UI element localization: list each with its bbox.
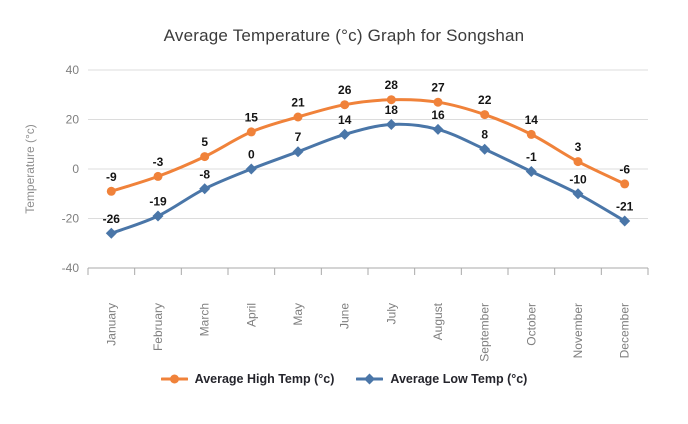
data-label: 8	[481, 128, 488, 142]
circle-marker	[526, 129, 536, 139]
series-line	[109, 122, 627, 235]
x-tick-labels: January February March April May June July Augu…	[104, 302, 631, 361]
x-tick-label-november: November	[571, 303, 585, 358]
circle-marker	[246, 127, 256, 137]
x-tick-label-september: September	[478, 303, 492, 362]
data-label: -26	[103, 212, 121, 226]
legend-item-average-high-temp-c: Average High Temp (°c)	[160, 372, 335, 386]
data-label: 28	[385, 78, 399, 92]
legend-label: Average High Temp (°c)	[194, 372, 335, 386]
diamond-marker	[432, 123, 444, 135]
x-tick-label-february: February	[151, 303, 165, 351]
circle-marker	[620, 179, 630, 189]
data-label: -19	[149, 195, 167, 209]
gridlines	[88, 69, 648, 219]
legend-item-average-low-temp-c: Average Low Temp (°c)	[356, 372, 527, 386]
circle-marker	[293, 112, 303, 122]
y-tick-label: 20	[66, 113, 80, 127]
series-average-low-temp-c	[105, 119, 631, 239]
circle-marker	[340, 100, 350, 110]
diamond-marker	[525, 166, 537, 177]
circle-marker	[106, 186, 116, 196]
series-average-high-temp-c	[106, 95, 630, 196]
x-tick-label-april: April	[244, 303, 258, 327]
data-label: 22	[478, 93, 492, 107]
circle-marker	[480, 110, 490, 120]
data-label: 14	[525, 113, 539, 127]
data-label: 5	[201, 135, 208, 149]
circle-marker	[573, 157, 583, 167]
data-label: 3	[575, 140, 582, 154]
chart-title: Average Temperature (°c) Graph for Songs…	[163, 26, 525, 45]
data-label: -21	[616, 200, 634, 214]
x-tick-label-august: August	[431, 302, 445, 340]
x-tick-label-october: October	[524, 303, 538, 346]
diamond-marker	[619, 215, 631, 227]
circle-marker	[433, 97, 443, 107]
x-tick-label-june: June	[338, 303, 352, 329]
data-label: -6	[619, 162, 630, 176]
diamond-marker	[105, 227, 117, 239]
diamond-marker	[292, 146, 304, 158]
data-label: 27	[431, 81, 445, 95]
x-tick-label-january: January	[104, 303, 118, 346]
diamond-marker	[152, 210, 164, 222]
diamond-marker	[385, 119, 397, 130]
diamond-marker	[339, 128, 351, 140]
data-label: 16	[431, 108, 445, 122]
x-tick-label-may: May	[291, 303, 305, 326]
y-tick-labels: 40 20 0 -20 -40	[62, 63, 80, 275]
legend-label: Average Low Temp (°c)	[390, 372, 528, 386]
line-diamond-marker-icon	[356, 373, 384, 385]
circle-marker	[153, 171, 163, 181]
data-label: -3	[153, 155, 164, 169]
data-label: -10	[569, 172, 587, 186]
data-label: -8	[199, 167, 210, 181]
diamond-marker	[199, 183, 211, 195]
y-tick-label: 0	[72, 162, 79, 176]
data-label: 14	[338, 113, 352, 127]
data-label: 18	[385, 103, 399, 117]
data-label: 21	[291, 96, 305, 110]
diamond-marker	[245, 163, 257, 175]
diamond-marker	[572, 188, 584, 200]
y-axis-title: Temperature (°c)	[23, 124, 37, 214]
legend: Average High Temp (°c) Average Low Temp (…	[0, 372, 688, 386]
x-tick-label-july: July	[384, 303, 398, 324]
x-tick-label-march: March	[198, 303, 212, 336]
data-labels-average-low-temp-c: -26 -19 -8 0 7 14 18 16 8 -1 -10 -21	[103, 103, 634, 226]
x-tick-label-december: December	[618, 303, 632, 358]
data-label: 26	[338, 83, 352, 97]
x-axis	[87, 267, 649, 275]
data-label: 0	[248, 148, 255, 162]
data-label: 7	[295, 130, 302, 144]
circle-marker	[200, 152, 210, 162]
data-label: 15	[245, 110, 259, 124]
y-tick-label: -40	[62, 261, 80, 275]
line-circle-marker-icon	[160, 374, 188, 384]
y-tick-label: 40	[66, 63, 80, 77]
data-label: -9	[106, 170, 117, 184]
data-labels-average-high-temp-c: -9 -3 5 15 21 26 28 27 22 14 3 -6	[106, 78, 630, 184]
diamond-marker	[479, 143, 491, 155]
data-label: -1	[526, 150, 537, 164]
y-tick-label: -20	[62, 212, 80, 226]
circle-marker	[386, 95, 396, 105]
